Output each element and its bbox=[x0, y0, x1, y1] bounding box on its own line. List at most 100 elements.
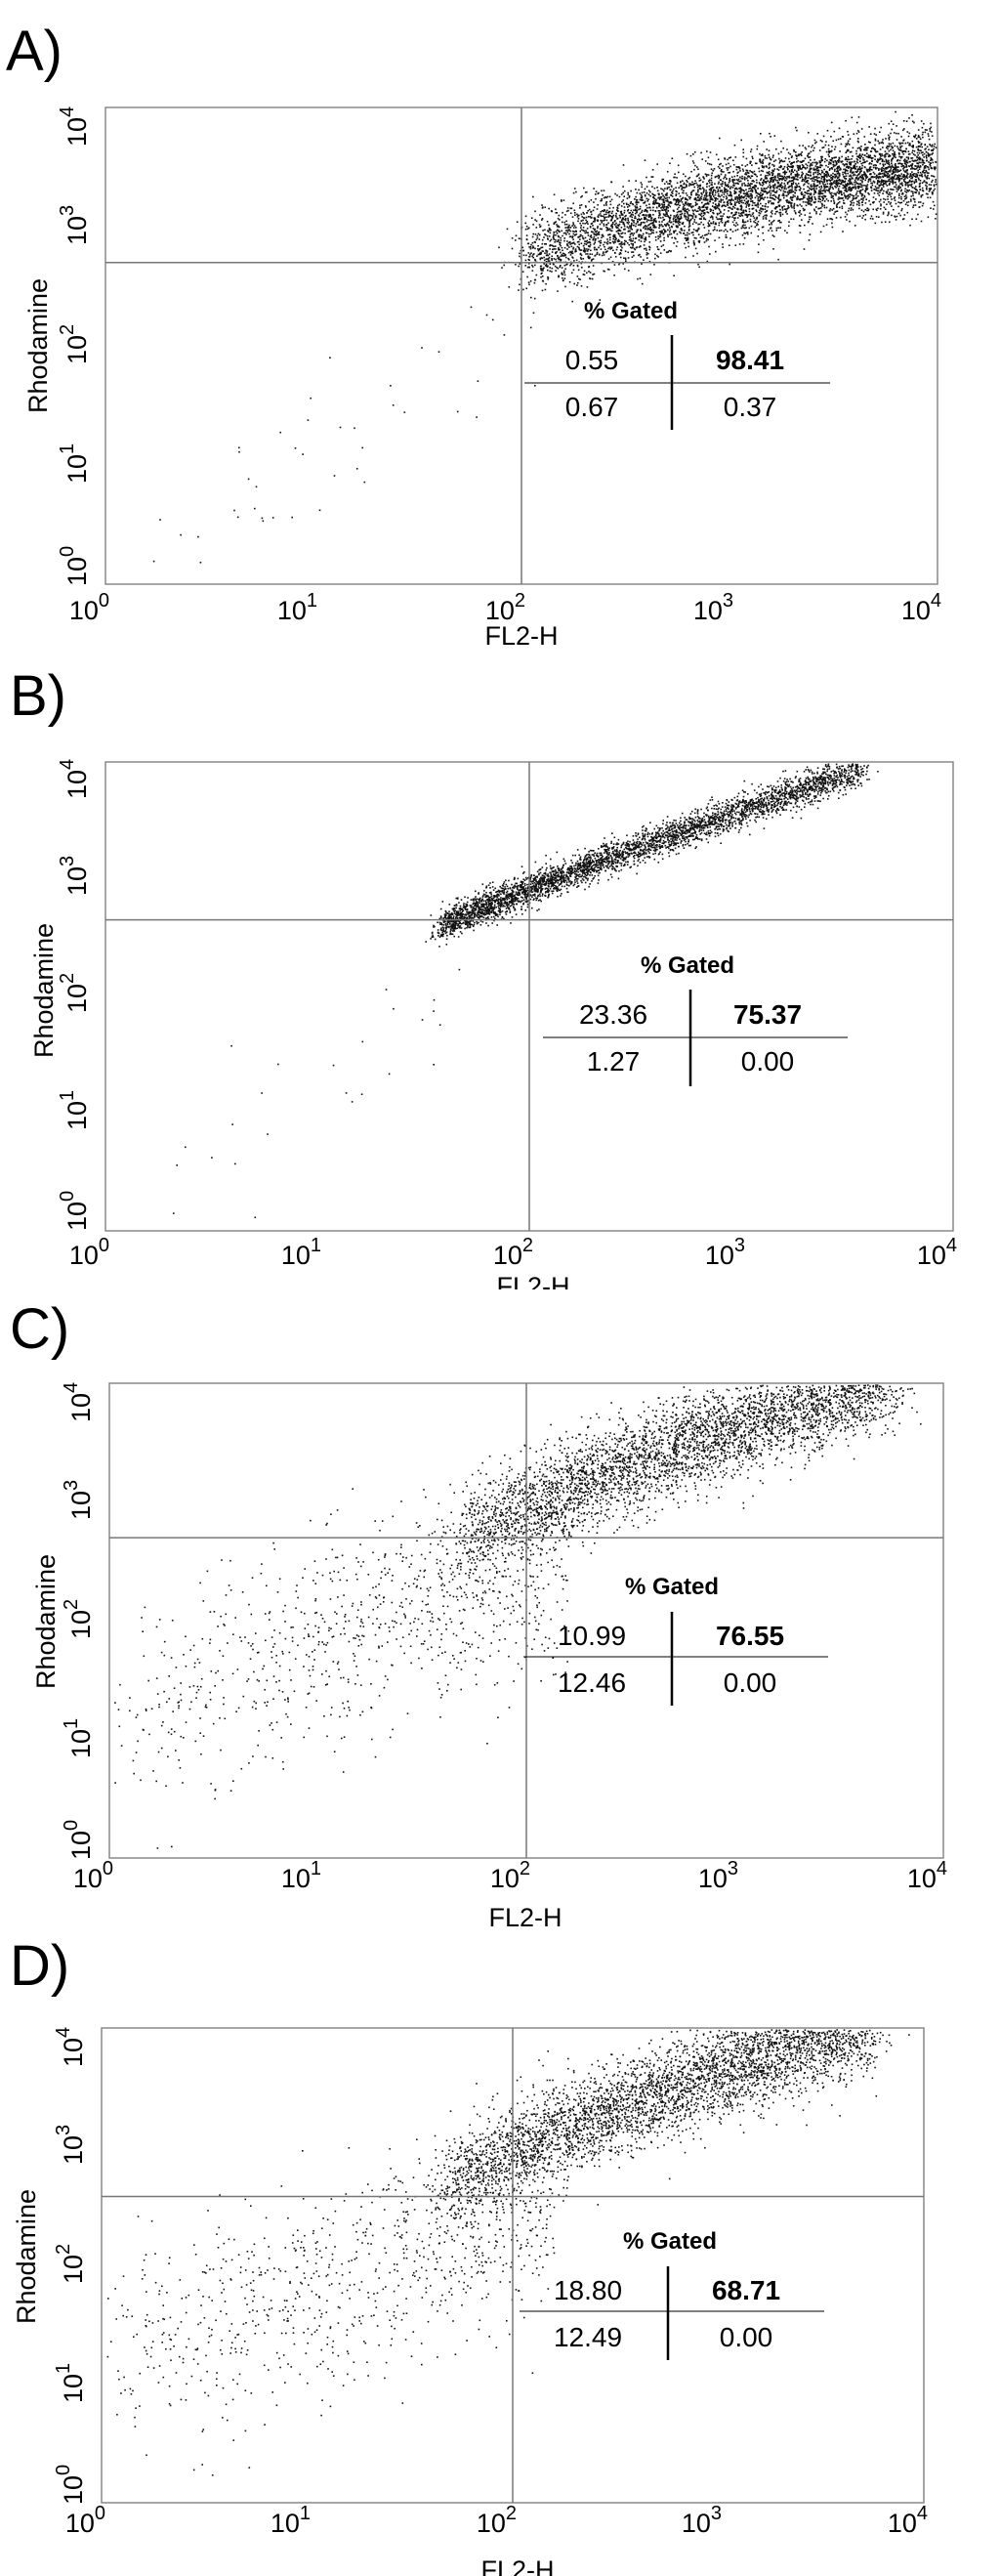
scatter-point bbox=[754, 173, 756, 176]
scatter-point bbox=[910, 195, 912, 197]
scatter-point bbox=[754, 222, 757, 224]
scatter-point bbox=[616, 207, 619, 209]
scatter-point bbox=[864, 218, 866, 221]
scatter-point bbox=[816, 169, 818, 172]
scatter-point bbox=[894, 153, 896, 155]
scatter-point bbox=[633, 224, 635, 227]
scatter-point bbox=[713, 212, 715, 215]
scatter-point bbox=[530, 217, 533, 219]
scatter-point bbox=[663, 190, 665, 192]
scatter-point bbox=[809, 203, 811, 205]
scatter-point bbox=[555, 238, 557, 241]
scatter-point bbox=[653, 264, 655, 266]
scatter-point bbox=[896, 177, 898, 180]
scatter-point bbox=[530, 252, 532, 254]
scatter-point bbox=[830, 121, 833, 124]
scatter-point bbox=[613, 233, 616, 236]
scatter-point bbox=[784, 179, 787, 182]
scatter-point bbox=[824, 184, 826, 186]
scatter-point bbox=[918, 206, 921, 208]
scatter-point bbox=[735, 168, 738, 171]
scatter-point bbox=[742, 219, 744, 221]
scatter-point bbox=[906, 211, 909, 214]
scatter-point bbox=[905, 164, 908, 167]
scatter-point bbox=[630, 209, 633, 212]
scatter-point bbox=[551, 258, 553, 260]
scatter-point bbox=[572, 269, 575, 272]
scatter-point bbox=[827, 148, 830, 150]
scatter-point bbox=[726, 203, 729, 206]
scatter-point bbox=[780, 159, 783, 161]
scatter-point bbox=[912, 197, 915, 200]
scatter-point bbox=[589, 243, 592, 246]
scatter-point bbox=[801, 198, 804, 200]
scatter-point bbox=[909, 173, 912, 175]
scatter-point bbox=[756, 223, 758, 225]
scatter-point bbox=[829, 180, 831, 182]
scatter-point bbox=[579, 238, 581, 240]
scatter-point bbox=[774, 179, 777, 182]
scatter-point bbox=[795, 151, 797, 153]
scatter-point bbox=[714, 229, 716, 231]
scatter-point bbox=[579, 278, 581, 280]
scatter-point bbox=[843, 185, 846, 187]
scatter-point bbox=[766, 178, 769, 180]
scatter-point bbox=[778, 204, 781, 207]
scatter-point bbox=[613, 235, 616, 238]
scatter-point bbox=[894, 182, 896, 184]
scatter-point bbox=[921, 151, 923, 154]
scatter-point bbox=[706, 201, 709, 204]
scatter-point bbox=[718, 175, 721, 177]
scatter-point bbox=[795, 154, 797, 156]
scatter-point bbox=[622, 191, 624, 194]
scatter-point bbox=[692, 255, 694, 257]
scatter-point bbox=[888, 145, 891, 148]
scatter-point bbox=[796, 184, 798, 187]
scatter-point bbox=[658, 221, 661, 223]
scatter-point bbox=[826, 218, 829, 220]
scatter-point bbox=[769, 190, 771, 192]
scatter-point bbox=[885, 166, 888, 169]
scatter-point bbox=[628, 221, 630, 224]
scatter-point bbox=[639, 192, 642, 194]
scatter-point bbox=[898, 148, 900, 151]
scatter-point bbox=[896, 166, 898, 168]
scatter-point bbox=[576, 275, 579, 277]
scatter-point bbox=[549, 270, 551, 273]
scatter-point bbox=[799, 167, 801, 169]
scatter-point bbox=[872, 180, 875, 183]
scatter-point bbox=[733, 185, 735, 187]
scatter-point bbox=[872, 164, 875, 167]
scatter-point bbox=[609, 203, 612, 206]
scatter-point bbox=[824, 190, 826, 192]
scatter-point bbox=[878, 173, 881, 175]
scatter-point bbox=[605, 241, 608, 244]
scatter-point bbox=[731, 221, 734, 224]
scatter-point bbox=[863, 154, 866, 156]
scatter-point bbox=[700, 221, 702, 224]
scatter-point bbox=[819, 161, 822, 164]
scatter-point bbox=[519, 252, 521, 255]
scatter-point bbox=[612, 237, 614, 240]
scatter-point bbox=[760, 202, 762, 205]
scatter-point bbox=[656, 190, 659, 192]
scatter-point bbox=[651, 224, 654, 227]
scatter-point bbox=[718, 176, 721, 179]
scatter-point bbox=[806, 164, 809, 167]
scatter-point bbox=[603, 196, 605, 199]
scatter-point bbox=[875, 189, 878, 191]
scatter-point bbox=[793, 177, 796, 179]
scatter-point bbox=[618, 203, 621, 206]
scatter-point bbox=[888, 149, 891, 152]
scatter-point bbox=[821, 182, 824, 184]
scatter-point bbox=[932, 191, 934, 194]
scatter-point bbox=[684, 207, 687, 210]
scatter-point bbox=[891, 146, 893, 148]
scatter-point bbox=[665, 212, 668, 214]
scatter-point bbox=[744, 173, 746, 175]
scatter-point bbox=[740, 214, 743, 216]
scatter-point bbox=[905, 176, 907, 179]
scatter-point bbox=[830, 194, 833, 196]
scatter-point bbox=[759, 212, 762, 215]
scatter-point bbox=[789, 201, 792, 204]
